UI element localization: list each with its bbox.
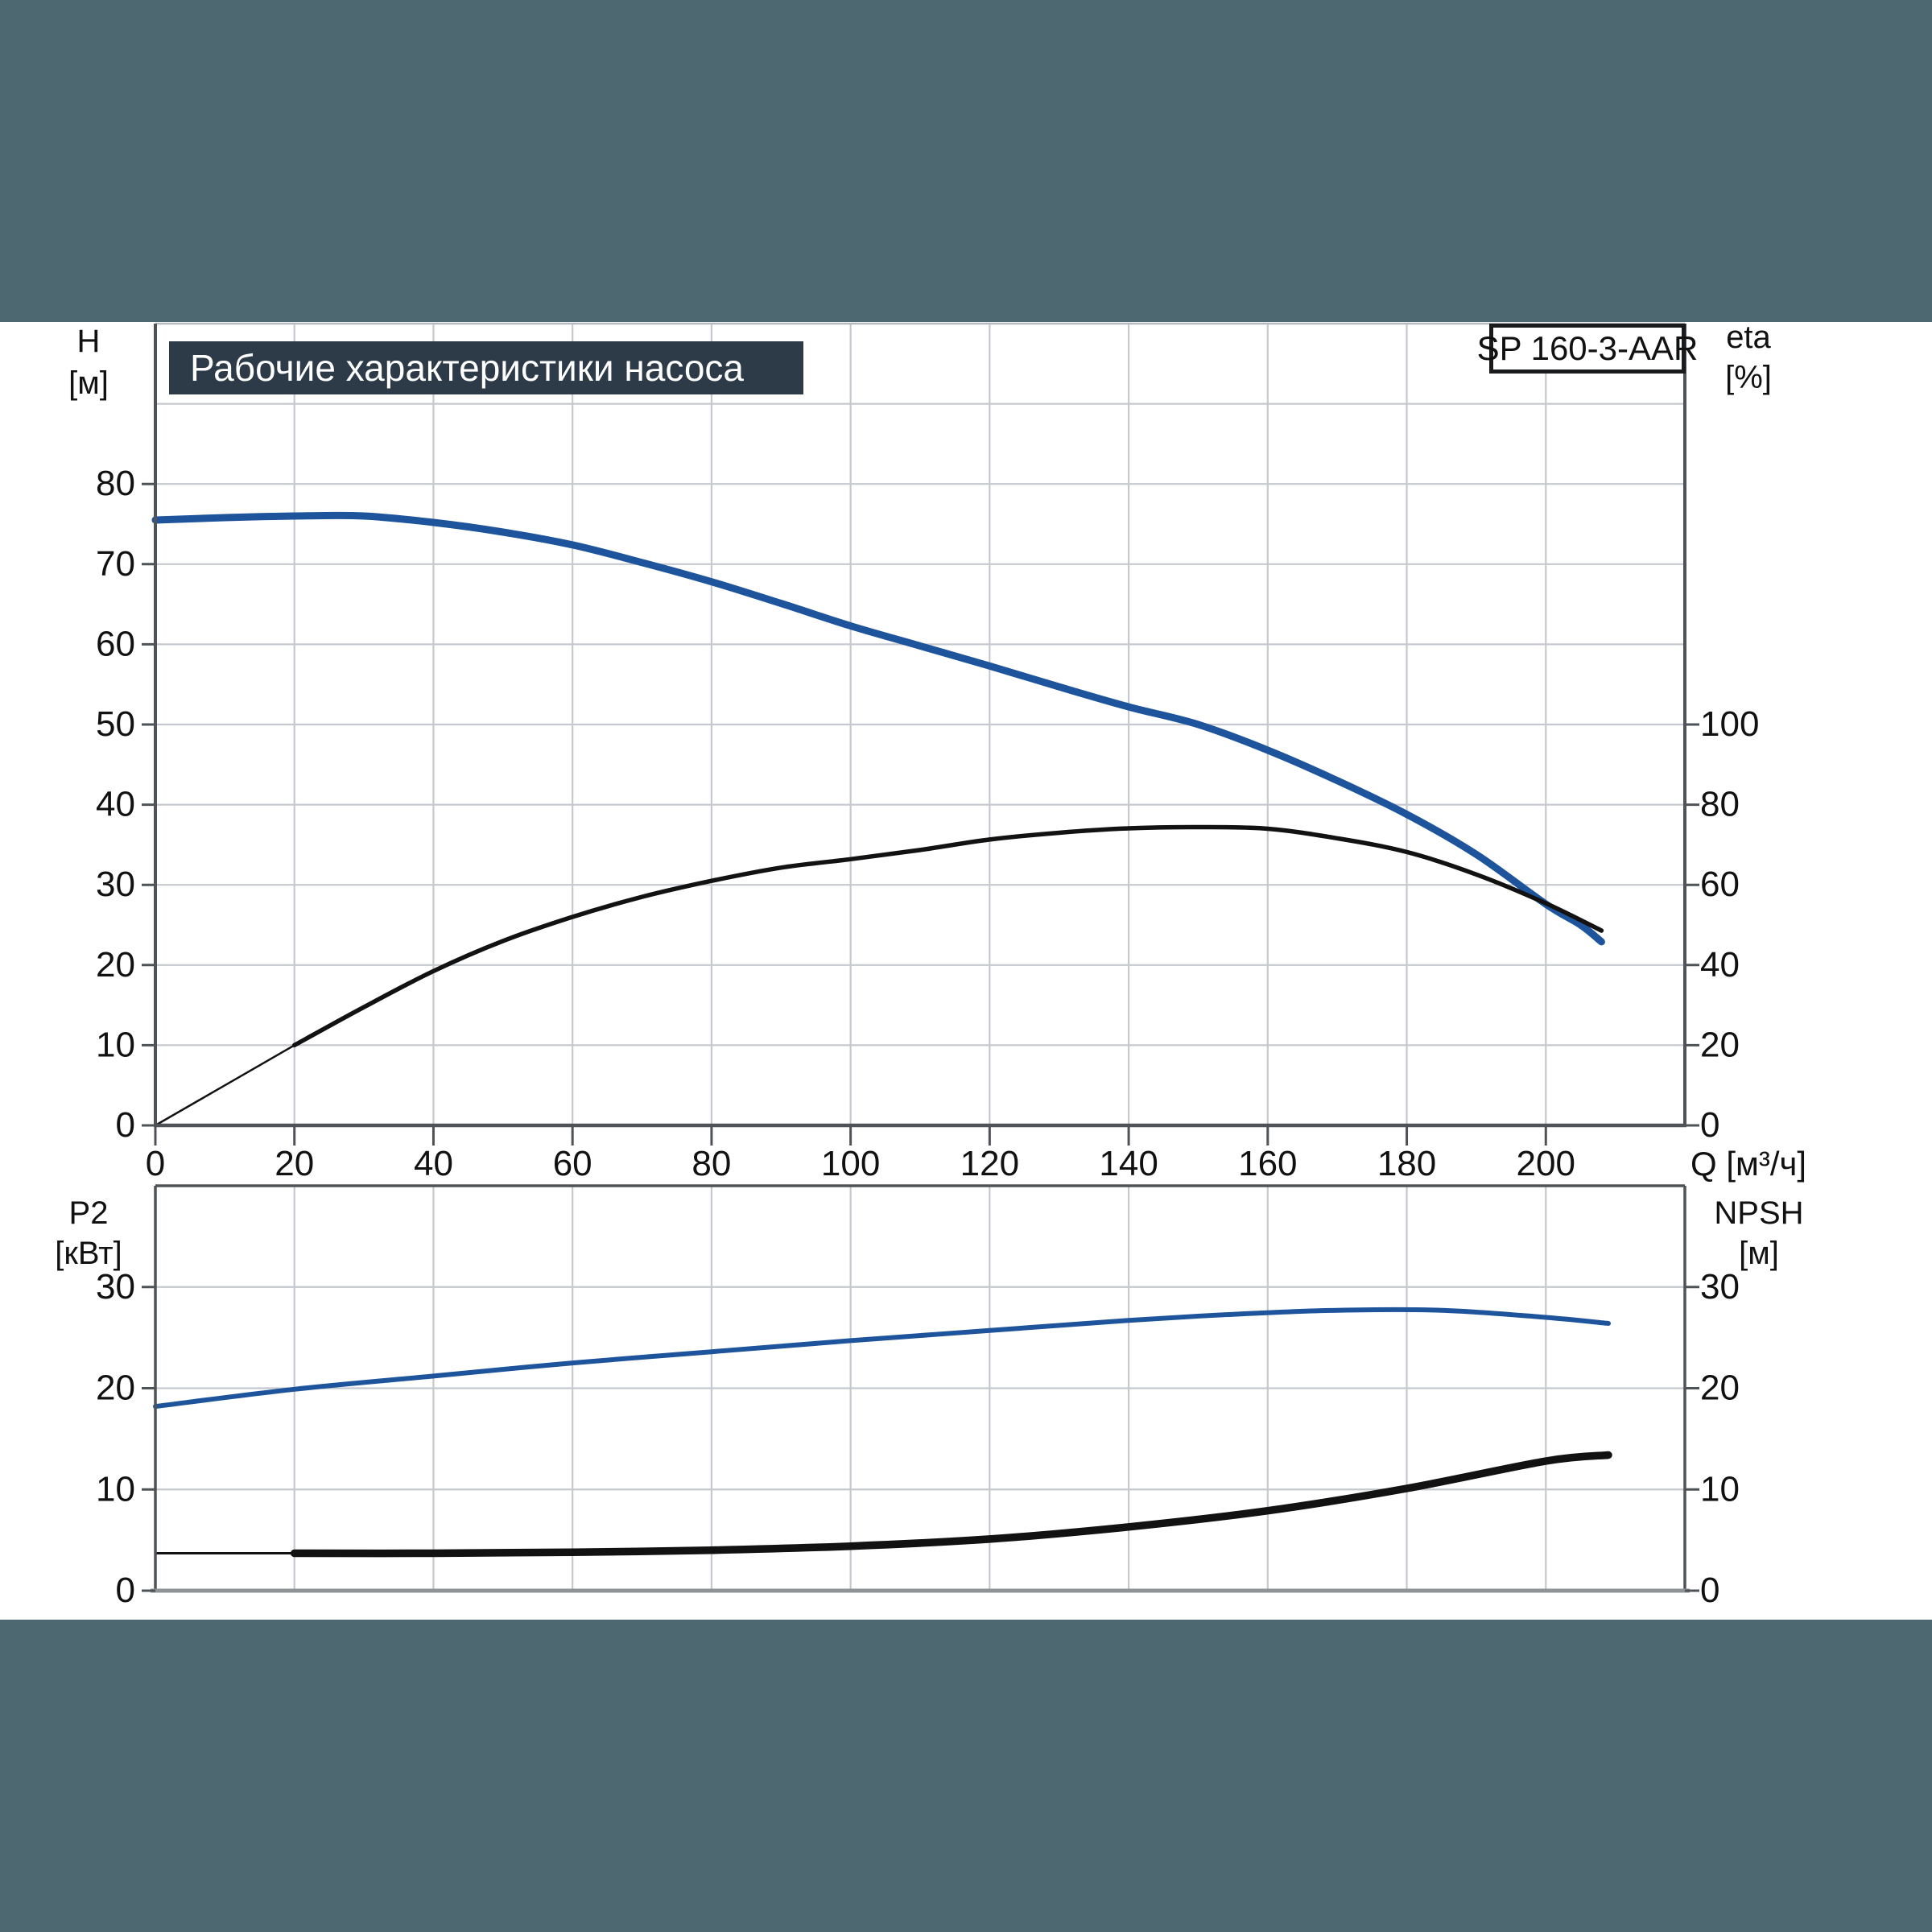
lower-y-left-tick-label: 10 [96, 1469, 135, 1509]
main-x-tick-label: 120 [960, 1144, 1019, 1183]
lower-y-right-tick-label: 30 [1700, 1267, 1740, 1307]
eta-efficiency-curve-lead [154, 1044, 295, 1127]
main-y-left-tick-label: 0 [116, 1105, 135, 1145]
chart-title: Рабочие характеристики насоса [169, 341, 803, 394]
lower-y-right-tick-label: 20 [1700, 1368, 1740, 1408]
bottom-band [0, 1620, 1932, 1932]
main-x-tick-label: 160 [1238, 1144, 1297, 1183]
H-Q-head-curve [151, 511, 1605, 946]
top-band [0, 0, 1932, 322]
lower-y-right-tick-label: 0 [1700, 1571, 1719, 1610]
eta-efficiency-curve [291, 824, 1604, 1048]
lower-y-right-tick-label: 10 [1700, 1469, 1740, 1509]
lower-y-left-tick-label: 0 [116, 1571, 135, 1610]
x-axis-unit-label: Q [м³/ч] [1690, 1145, 1806, 1183]
lower-y-right-axis-unit: [м] [1739, 1236, 1779, 1271]
main-x-tick-label: 60 [553, 1144, 592, 1183]
main-y-left-tick-label: 20 [96, 945, 135, 985]
lower-y-left-axis-unit: [кВт] [55, 1236, 122, 1271]
lower-y-left-tick-label: 20 [96, 1368, 135, 1408]
main-y-right-tick-label: 0 [1700, 1105, 1719, 1145]
main-y-left-tick-label: 70 [96, 544, 135, 584]
main-y-left-axis-name: H [77, 324, 101, 359]
main-y-left-tick-label: 80 [96, 464, 135, 503]
P2-shaft-power-curve [153, 1307, 1611, 1410]
main-y-left-tick-label: 60 [96, 624, 135, 663]
lower-y-right-axis-name: NPSH [1714, 1195, 1803, 1231]
main-x-tick-label: 140 [1099, 1144, 1158, 1183]
main-y-right-axis-name: eta [1726, 320, 1771, 355]
main-y-right-tick-label: 20 [1700, 1025, 1740, 1064]
main-y-right-tick-label: 100 [1700, 704, 1759, 744]
main-x-tick-label: 80 [691, 1144, 731, 1183]
lower-y-left-tick-label: 30 [96, 1267, 135, 1307]
main-y-right-axis-unit: [%] [1725, 360, 1772, 395]
main-y-right-tick-label: 80 [1700, 785, 1740, 824]
main-x-tick-label: 200 [1517, 1144, 1575, 1183]
main-y-left-tick-label: 10 [96, 1025, 135, 1064]
lower-y-left-axis-name: P2 [69, 1195, 109, 1231]
pump-model-badge: SP 160-3-AAR [1477, 324, 1698, 374]
main-y-left-tick-label: 30 [96, 865, 135, 904]
main-x-tick-label: 180 [1377, 1144, 1436, 1183]
main-x-tick-label: 20 [275, 1144, 314, 1183]
main-y-left-tick-label: 40 [96, 785, 135, 824]
main-x-tick-label: 40 [414, 1144, 453, 1183]
NPSH-curve [290, 1451, 1612, 1558]
main-y-right-tick-label: 40 [1700, 945, 1740, 985]
main-y-left-tick-label: 50 [96, 704, 135, 744]
main-x-tick-label: 0 [146, 1144, 165, 1183]
main-x-tick-label: 100 [821, 1144, 880, 1183]
main-y-left-axis-unit: [м] [68, 365, 109, 401]
main-y-right-tick-label: 60 [1700, 865, 1740, 904]
